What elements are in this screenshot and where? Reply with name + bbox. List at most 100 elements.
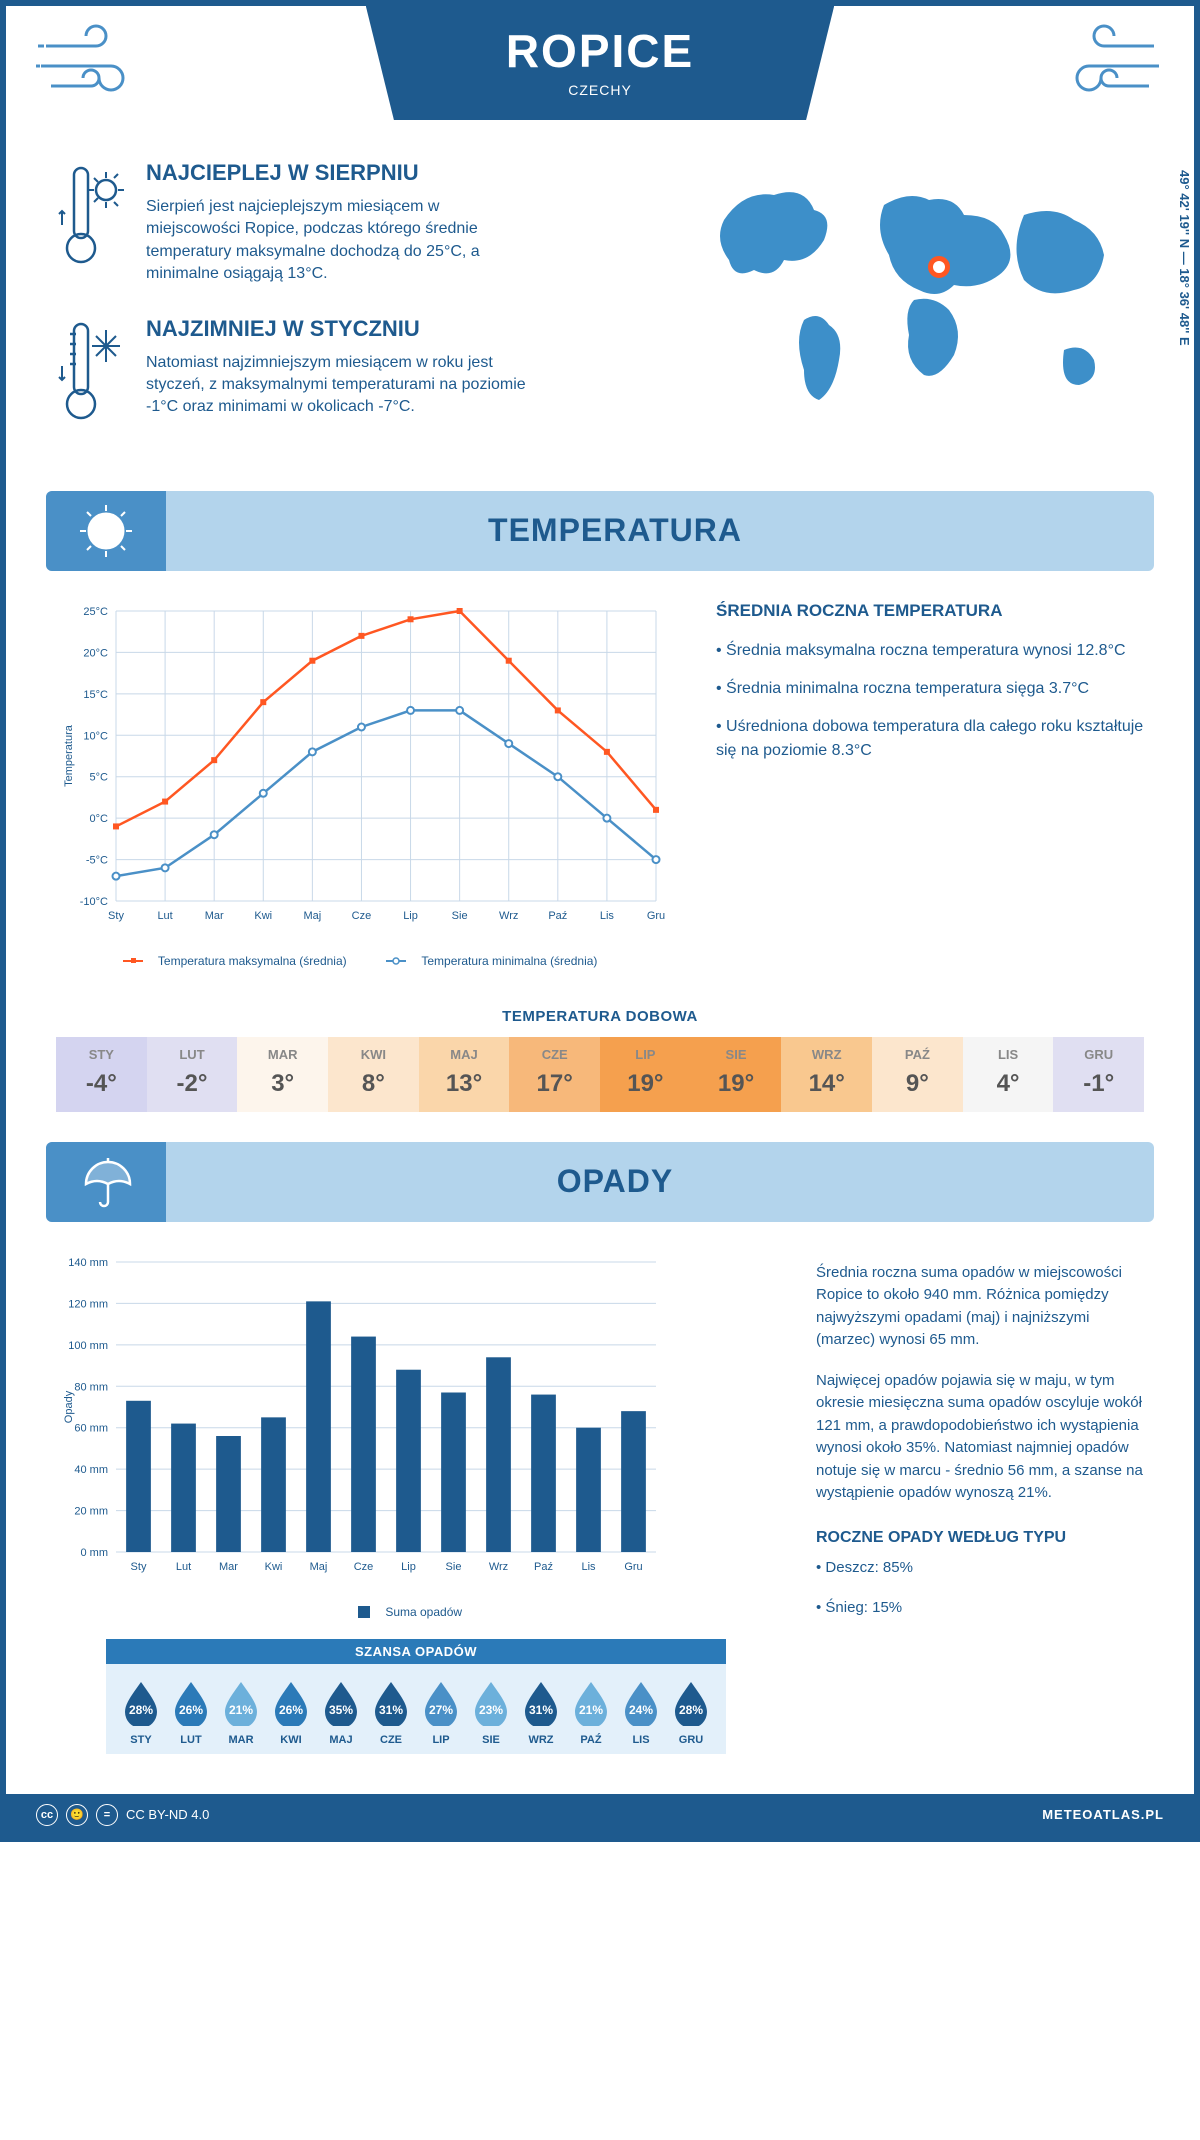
chance-drop: 35% MAJ — [316, 1678, 366, 1746]
precip-type-bullet: Deszcz: 85% — [816, 1557, 1144, 1580]
svg-text:Gru: Gru — [624, 1561, 642, 1573]
wind-icon-left — [36, 16, 156, 111]
precip-summary: Średnia roczna suma opadów w miejscowośc… — [816, 1252, 1144, 1638]
daily-temperature-table: STY-4° LUT-2° MAR3° KWI8° MAJ13° CZE17° … — [56, 1037, 1144, 1112]
svg-text:5°C: 5°C — [90, 771, 109, 783]
svg-text:140 mm: 140 mm — [68, 1257, 108, 1269]
daily-cell: KWI8° — [328, 1037, 419, 1112]
svg-text:Lut: Lut — [176, 1561, 191, 1573]
temp-bullet: Średnia minimalna roczna temperatura się… — [716, 677, 1144, 701]
daily-cell: LUT-2° — [147, 1037, 238, 1112]
svg-text:0°C: 0°C — [90, 813, 109, 825]
header: ROPICE CZECHY — [6, 6, 1194, 120]
svg-text:26%: 26% — [279, 1703, 303, 1717]
svg-text:40 mm: 40 mm — [74, 1464, 108, 1476]
svg-text:-5°C: -5°C — [86, 854, 108, 866]
temp-bullet: Średnia maksymalna roczna temperatura wy… — [716, 639, 1144, 663]
license: cc 🙂 = CC BY-ND 4.0 — [36, 1804, 209, 1826]
svg-text:Temperatura: Temperatura — [63, 724, 75, 787]
svg-text:Maj: Maj — [303, 910, 321, 922]
svg-text:21%: 21% — [229, 1703, 253, 1717]
chance-drop: 31% WRZ — [516, 1678, 566, 1746]
intro-section: NAJCIEPLEJ W SIERPNIU Sierpień jest najc… — [6, 120, 1194, 481]
svg-text:Wrz: Wrz — [499, 910, 518, 922]
coldest-title: NAJZIMNIEJ W STYCZNIU — [146, 316, 526, 342]
daily-cell: MAR3° — [237, 1037, 328, 1112]
precip-content: 0 mm20 mm40 mm60 mm80 mm100 mm120 mm140 … — [6, 1222, 1194, 1794]
svg-text:Paź: Paź — [548, 910, 567, 922]
svg-text:35%: 35% — [329, 1703, 353, 1717]
precip-type-heading: ROCZNE OPADY WEDŁUG TYPU — [816, 1529, 1144, 1547]
svg-text:10°C: 10°C — [83, 730, 108, 742]
svg-text:Lip: Lip — [403, 910, 418, 922]
svg-text:20°C: 20°C — [83, 647, 108, 659]
svg-text:31%: 31% — [529, 1703, 553, 1717]
svg-text:Cze: Cze — [352, 910, 372, 922]
svg-text:Paź: Paź — [534, 1561, 553, 1573]
precip-chart-legend: Suma opadów — [56, 1605, 776, 1619]
brand: METEOATLAS.PL — [1042, 1807, 1164, 1822]
temp-chart-legend: Temperatura maksymalna (średnia) Tempera… — [56, 954, 676, 968]
svg-text:23%: 23% — [479, 1703, 503, 1717]
nd-icon: = — [96, 1804, 118, 1826]
precip-chance-panel: SZANSA OPADÓW 28% STY 26% LUT 21% MAR 26… — [106, 1639, 726, 1754]
temperature-summary: ŚREDNIA ROCZNA TEMPERATURA Średnia maksy… — [716, 601, 1144, 968]
svg-text:Gru: Gru — [647, 910, 665, 922]
temp-bullet: Uśredniona dobowa temperatura dla całego… — [716, 715, 1144, 763]
svg-text:Mar: Mar — [205, 910, 224, 922]
location-marker — [928, 256, 950, 278]
daily-cell: LIS4° — [963, 1037, 1054, 1112]
license-text: CC BY-ND 4.0 — [126, 1807, 209, 1822]
chance-drop: 23% SIE — [466, 1678, 516, 1746]
chance-title: SZANSA OPADÓW — [106, 1639, 726, 1664]
chance-drop: 28% GRU — [666, 1678, 716, 1746]
daily-cell: LIP19° — [600, 1037, 691, 1112]
svg-text:Cze: Cze — [354, 1561, 374, 1573]
coldest-text: Natomiast najzimniejszym miesiącem w rok… — [146, 352, 526, 419]
svg-text:Kwi: Kwi — [265, 1561, 283, 1573]
chance-drop: 26% KWI — [266, 1678, 316, 1746]
temperature-content: -10°C-5°C0°C5°C10°C15°C20°C25°CStyLutMar… — [6, 571, 1194, 978]
chance-drop: 26% LUT — [166, 1678, 216, 1746]
svg-text:Sty: Sty — [131, 1561, 147, 1573]
chance-drop: 24% LIS — [616, 1678, 666, 1746]
svg-text:26%: 26% — [179, 1703, 203, 1717]
temp-summary-heading: ŚREDNIA ROCZNA TEMPERATURA — [716, 601, 1144, 621]
svg-text:100 mm: 100 mm — [68, 1339, 108, 1351]
temperature-heading: TEMPERATURA — [76, 512, 1154, 549]
svg-text:20 mm: 20 mm — [74, 1505, 108, 1517]
svg-text:27%: 27% — [429, 1703, 453, 1717]
wind-icon-right — [1044, 16, 1164, 111]
svg-text:Lis: Lis — [600, 910, 615, 922]
city-name: ROPICE — [506, 24, 694, 78]
hottest-title: NAJCIEPLEJ W SIERPNIU — [146, 160, 526, 186]
by-icon: 🙂 — [66, 1804, 88, 1826]
precip-heading: OPADY — [76, 1163, 1154, 1200]
umbrella-icon — [46, 1142, 166, 1222]
thermometer-cold-icon — [56, 316, 126, 431]
svg-text:Kwi: Kwi — [254, 910, 272, 922]
svg-text:25°C: 25°C — [83, 606, 108, 618]
footer: cc 🙂 = CC BY-ND 4.0 METEOATLAS.PL — [6, 1794, 1194, 1836]
svg-text:Maj: Maj — [310, 1561, 328, 1573]
precip-p1: Średnia roczna suma opadów w miejscowośc… — [816, 1262, 1144, 1352]
precip-type-bullet: Śnieg: 15% — [816, 1597, 1144, 1620]
chance-drop: 27% LIP — [416, 1678, 466, 1746]
svg-text:15°C: 15°C — [83, 688, 108, 700]
thermometer-hot-icon — [56, 160, 126, 286]
world-map: 49° 42' 19'' N — 18° 36' 48'' E — [694, 160, 1144, 461]
svg-text:80 mm: 80 mm — [74, 1381, 108, 1393]
daily-temp-title: TEMPERATURA DOBOWA — [6, 1008, 1194, 1025]
svg-text:Opady: Opady — [63, 1390, 75, 1423]
svg-text:0 mm: 0 mm — [81, 1547, 109, 1559]
svg-text:Lis: Lis — [581, 1561, 596, 1573]
daily-cell: STY-4° — [56, 1037, 147, 1112]
daily-cell: WRZ14° — [781, 1037, 872, 1112]
precipitation-bar-chart: 0 mm20 mm40 mm60 mm80 mm100 mm120 mm140 … — [56, 1252, 676, 1592]
cc-icon: cc — [36, 1804, 58, 1826]
daily-cell: SIE19° — [691, 1037, 782, 1112]
svg-text:Sie: Sie — [452, 910, 468, 922]
precip-section-bar: OPADY — [46, 1142, 1154, 1222]
coldest-fact: NAJZIMNIEJ W STYCZNIU Natomiast najzimni… — [56, 316, 654, 431]
temperature-line-chart: -10°C-5°C0°C5°C10°C15°C20°C25°CStyLutMar… — [56, 601, 676, 941]
